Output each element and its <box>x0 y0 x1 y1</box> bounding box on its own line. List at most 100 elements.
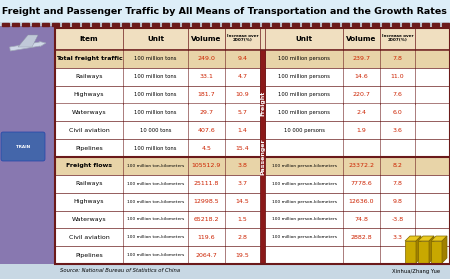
Polygon shape <box>429 236 434 263</box>
Text: 100 million person-kilometers: 100 million person-kilometers <box>271 235 337 239</box>
Bar <box>182 23 189 26</box>
Text: Civil aviation: Civil aviation <box>68 235 109 240</box>
Text: Source: National Bureau of Statistics of China: Source: National Bureau of Statistics of… <box>60 268 180 273</box>
Text: 2882.8: 2882.8 <box>351 235 372 240</box>
Bar <box>252 23 259 26</box>
Text: 74.8: 74.8 <box>355 217 369 222</box>
Text: 2064.7: 2064.7 <box>196 252 217 258</box>
Bar <box>55 121 450 139</box>
Bar <box>22 23 29 26</box>
Text: 2.8: 2.8 <box>238 235 248 240</box>
Bar <box>92 23 99 26</box>
Text: 100 million person-kilometers: 100 million person-kilometers <box>271 199 337 204</box>
Bar <box>382 23 389 26</box>
Text: Freight flows: Freight flows <box>66 163 112 169</box>
Text: 7.8: 7.8 <box>392 56 402 61</box>
Text: 12636.0: 12636.0 <box>349 199 374 204</box>
Text: 407.6: 407.6 <box>198 128 216 133</box>
Bar <box>302 23 309 26</box>
Bar <box>55 175 450 193</box>
Text: 1.5: 1.5 <box>238 217 248 222</box>
Bar <box>32 23 39 26</box>
Bar <box>260 50 265 157</box>
Bar <box>102 23 109 26</box>
Bar <box>262 23 269 26</box>
Text: 14.6: 14.6 <box>355 74 369 79</box>
Text: Civil aviation: Civil aviation <box>68 128 109 133</box>
Bar <box>0 0 450 22</box>
Text: 5.7: 5.7 <box>238 110 248 115</box>
Text: 33.1: 33.1 <box>199 74 213 79</box>
Bar <box>352 23 359 26</box>
Text: -3.8: -3.8 <box>392 217 404 222</box>
Bar <box>52 23 59 26</box>
Text: 239.7: 239.7 <box>352 56 370 61</box>
Bar <box>12 23 19 26</box>
Text: 3.7: 3.7 <box>238 181 248 186</box>
Text: TRAIN: TRAIN <box>16 145 30 149</box>
Bar <box>55 139 450 157</box>
Polygon shape <box>416 236 421 263</box>
Polygon shape <box>18 35 38 47</box>
Bar <box>55 228 450 246</box>
Text: 29.7: 29.7 <box>199 110 213 115</box>
Text: 14.5: 14.5 <box>236 199 249 204</box>
Bar <box>55 50 450 68</box>
Text: China's Freight and Passenger Traffic by All Means of Transportation and the Gro: China's Freight and Passenger Traffic by… <box>0 6 450 16</box>
Text: 4.7: 4.7 <box>238 74 248 79</box>
Bar <box>405 241 416 263</box>
Text: 100 million person-kilometers: 100 million person-kilometers <box>271 182 337 186</box>
Text: 6.0: 6.0 <box>392 110 402 115</box>
Bar <box>112 23 119 26</box>
FancyBboxPatch shape <box>1 132 45 161</box>
Text: 100 million tons: 100 million tons <box>134 56 177 61</box>
Bar <box>55 68 450 86</box>
Bar <box>432 23 439 26</box>
Text: 23372.2: 23372.2 <box>348 163 374 169</box>
Text: Xinhua/Zhang Yue: Xinhua/Zhang Yue <box>392 268 440 273</box>
Bar <box>412 23 419 26</box>
Text: Unit: Unit <box>147 36 164 42</box>
Text: 10 000 tons: 10 000 tons <box>140 128 171 133</box>
Bar <box>55 210 450 228</box>
Bar <box>272 23 279 26</box>
Text: 3.3: 3.3 <box>392 235 402 240</box>
Text: 100 million ton-kilometers: 100 million ton-kilometers <box>127 199 184 204</box>
Bar <box>212 23 219 26</box>
Text: 9.4: 9.4 <box>238 56 248 61</box>
Text: Item: Item <box>80 36 98 42</box>
Bar <box>312 23 319 26</box>
Bar <box>55 28 450 264</box>
Text: 119.6: 119.6 <box>198 235 215 240</box>
Text: 3.6: 3.6 <box>392 128 402 133</box>
Text: Volume: Volume <box>346 36 377 42</box>
Text: 11.0: 11.0 <box>391 74 404 79</box>
Text: 10 000 persons: 10 000 persons <box>284 128 324 133</box>
Bar <box>362 23 369 26</box>
Text: 19.5: 19.5 <box>236 252 249 258</box>
Bar <box>282 23 289 26</box>
Polygon shape <box>442 236 447 263</box>
Bar <box>0 26 55 264</box>
Text: 100 million ton-kilometers: 100 million ton-kilometers <box>127 235 184 239</box>
Bar <box>322 23 329 26</box>
Bar <box>372 23 379 26</box>
Bar <box>62 23 69 26</box>
Bar <box>418 241 429 263</box>
Text: Passenger: Passenger <box>260 139 265 175</box>
Text: 100 million ton-kilometers: 100 million ton-kilometers <box>127 217 184 222</box>
Bar <box>172 23 179 26</box>
Text: 65218.2: 65218.2 <box>194 217 219 222</box>
Text: 12998.5: 12998.5 <box>194 199 219 204</box>
Text: 7.6: 7.6 <box>392 92 402 97</box>
Text: 100 million person-kilometers: 100 million person-kilometers <box>271 164 337 168</box>
Text: Railways: Railways <box>75 181 103 186</box>
Bar <box>402 23 409 26</box>
Text: 8.2: 8.2 <box>392 163 402 169</box>
Bar <box>422 23 429 26</box>
Bar <box>82 23 89 26</box>
Text: Highways: Highways <box>74 92 104 97</box>
Text: 25111.8: 25111.8 <box>194 181 219 186</box>
Text: Pipelines: Pipelines <box>75 146 103 151</box>
Text: Freight: Freight <box>260 91 265 116</box>
